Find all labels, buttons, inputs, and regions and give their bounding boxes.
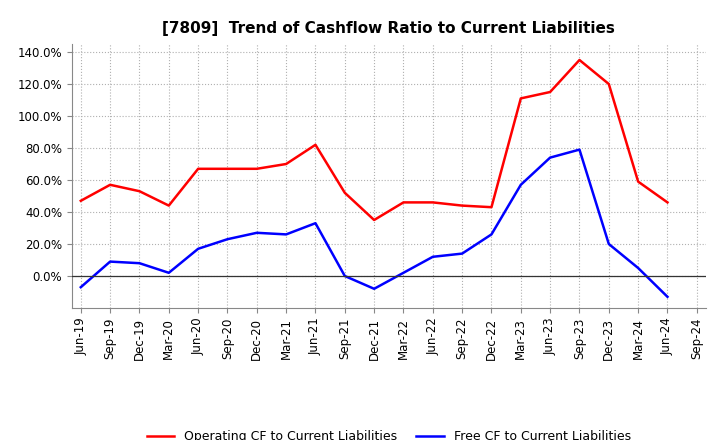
Free CF to Current Liabilities — [428, 254, 437, 260]
Operating CF to Current Liabilities — [194, 166, 202, 172]
Free CF to Current Liabilities — [487, 232, 496, 237]
Operating CF to Current Liabilities — [370, 217, 379, 223]
Free CF to Current Liabilities — [605, 242, 613, 247]
Free CF to Current Liabilities — [164, 270, 173, 275]
Free CF to Current Liabilities — [458, 251, 467, 256]
Free CF to Current Liabilities — [311, 220, 320, 226]
Operating CF to Current Liabilities — [399, 200, 408, 205]
Operating CF to Current Liabilities — [135, 189, 144, 194]
Operating CF to Current Liabilities — [223, 166, 232, 172]
Operating CF to Current Liabilities — [106, 182, 114, 187]
Line: Operating CF to Current Liabilities: Operating CF to Current Liabilities — [81, 60, 667, 220]
Operating CF to Current Liabilities — [428, 200, 437, 205]
Operating CF to Current Liabilities — [663, 200, 672, 205]
Free CF to Current Liabilities — [341, 273, 349, 279]
Operating CF to Current Liabilities — [634, 179, 642, 184]
Operating CF to Current Liabilities — [605, 81, 613, 87]
Free CF to Current Liabilities — [194, 246, 202, 251]
Operating CF to Current Liabilities — [458, 203, 467, 208]
Operating CF to Current Liabilities — [164, 203, 173, 208]
Free CF to Current Liabilities — [575, 147, 584, 152]
Free CF to Current Liabilities — [106, 259, 114, 264]
Operating CF to Current Liabilities — [546, 89, 554, 95]
Operating CF to Current Liabilities — [282, 161, 290, 167]
Free CF to Current Liabilities — [223, 237, 232, 242]
Free CF to Current Liabilities — [399, 270, 408, 275]
Free CF to Current Liabilities — [516, 182, 525, 187]
Operating CF to Current Liabilities — [516, 96, 525, 101]
Operating CF to Current Liabilities — [253, 166, 261, 172]
Free CF to Current Liabilities — [76, 285, 85, 290]
Operating CF to Current Liabilities — [311, 142, 320, 147]
Operating CF to Current Liabilities — [575, 57, 584, 62]
Free CF to Current Liabilities — [135, 260, 144, 266]
Operating CF to Current Liabilities — [487, 205, 496, 210]
Operating CF to Current Liabilities — [341, 190, 349, 195]
Legend: Operating CF to Current Liabilities, Free CF to Current Liabilities: Operating CF to Current Liabilities, Fre… — [142, 425, 636, 440]
Title: [7809]  Trend of Cashflow Ratio to Current Liabilities: [7809] Trend of Cashflow Ratio to Curren… — [163, 21, 615, 36]
Free CF to Current Liabilities — [282, 232, 290, 237]
Free CF to Current Liabilities — [253, 230, 261, 235]
Free CF to Current Liabilities — [546, 155, 554, 160]
Free CF to Current Liabilities — [634, 265, 642, 271]
Operating CF to Current Liabilities — [76, 198, 85, 203]
Line: Free CF to Current Liabilities: Free CF to Current Liabilities — [81, 150, 667, 297]
Free CF to Current Liabilities — [370, 286, 379, 291]
Free CF to Current Liabilities — [663, 294, 672, 300]
